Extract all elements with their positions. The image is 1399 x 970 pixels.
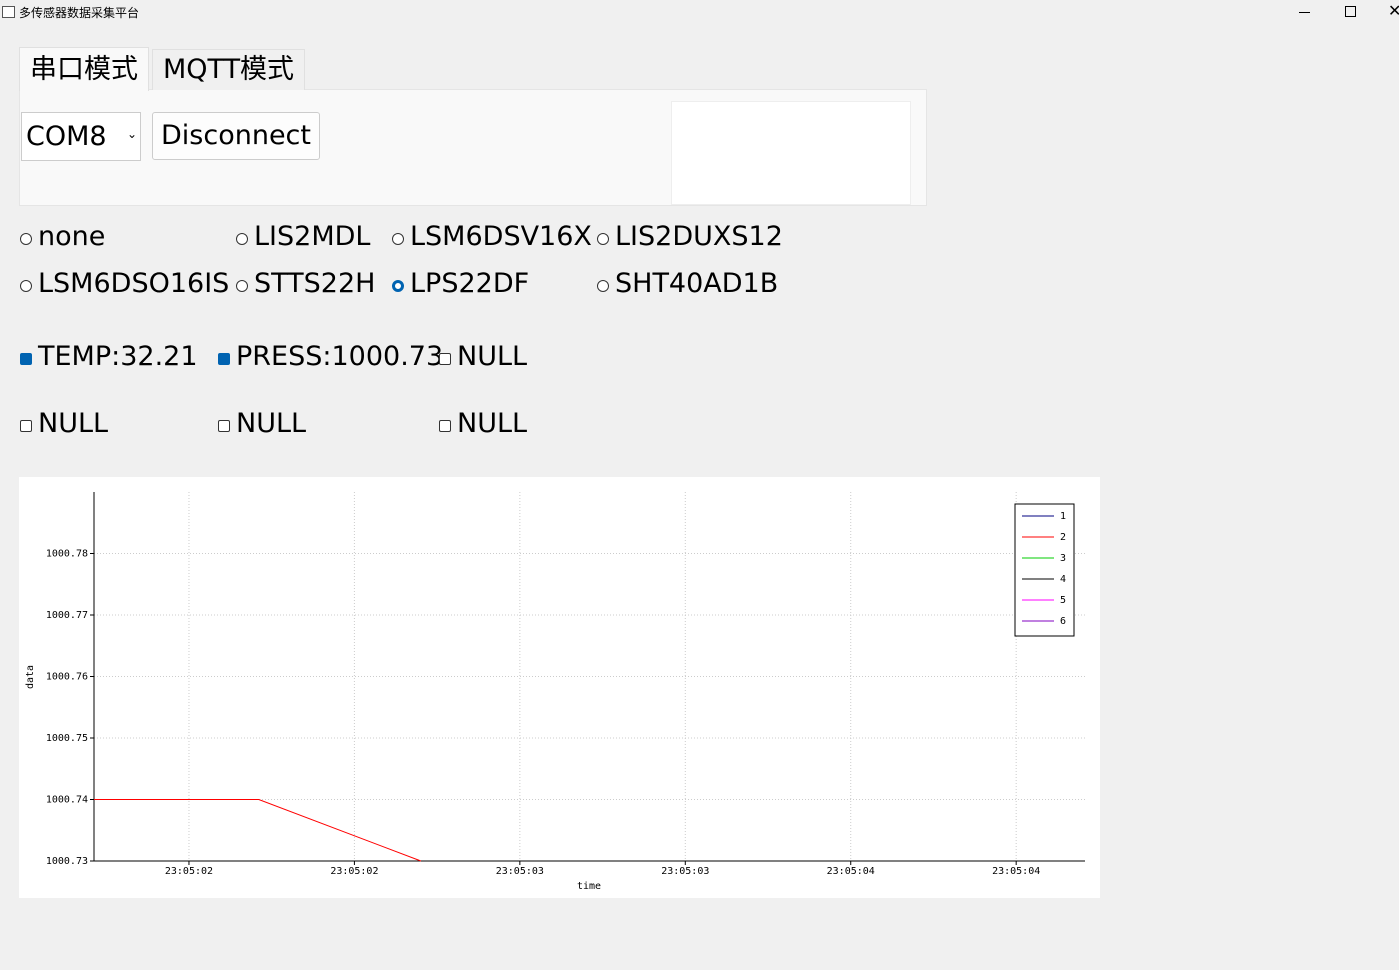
radio-button[interactable] bbox=[597, 280, 609, 292]
radio-label: STTS22H bbox=[254, 268, 376, 299]
checkbox-label: TEMP:32.21 bbox=[38, 341, 198, 372]
legend-label: 2 bbox=[1060, 532, 1066, 543]
connect-button[interactable]: Disconnect bbox=[152, 112, 320, 160]
checkbox-label: PRESS:1000.73 bbox=[236, 341, 444, 372]
tab[interactable]: 串口模式 bbox=[19, 47, 149, 91]
x-tick-label: 23:05:04 bbox=[992, 866, 1040, 877]
y-axis-label: data bbox=[25, 665, 36, 689]
radio-label: LPS22DF bbox=[410, 268, 530, 299]
status-box bbox=[671, 101, 911, 205]
checkbox-label: NULL bbox=[457, 408, 528, 439]
y-tick-label: 1000.75 bbox=[46, 733, 88, 744]
title-bar: 多传感器数据采集平台 ✕ bbox=[0, 0, 1399, 26]
checkbox[interactable] bbox=[20, 420, 32, 432]
legend-label: 4 bbox=[1060, 574, 1066, 585]
checkbox[interactable] bbox=[218, 420, 230, 432]
radio-button[interactable] bbox=[236, 280, 248, 292]
checkbox[interactable] bbox=[439, 353, 451, 365]
radio-label: LSM6DSV16X bbox=[410, 221, 592, 252]
legend-label: 6 bbox=[1060, 616, 1066, 627]
app-icon bbox=[2, 6, 15, 18]
minimize-button[interactable] bbox=[1299, 12, 1310, 13]
x-axis-label: time bbox=[577, 881, 601, 892]
legend-label: 1 bbox=[1060, 511, 1066, 522]
x-tick-label: 23:05:04 bbox=[827, 866, 875, 877]
radio-label: none bbox=[38, 221, 106, 252]
legend-label: 3 bbox=[1060, 553, 1066, 564]
radio-button[interactable] bbox=[20, 280, 32, 292]
x-tick-label: 23:05:02 bbox=[330, 866, 378, 877]
checkbox[interactable] bbox=[218, 353, 230, 365]
series-line bbox=[94, 799, 422, 862]
y-tick-label: 1000.78 bbox=[46, 549, 88, 560]
checkbox[interactable] bbox=[439, 420, 451, 432]
checkbox-label: NULL bbox=[236, 408, 307, 439]
legend-box bbox=[1014, 503, 1075, 637]
radio-button[interactable] bbox=[20, 233, 32, 245]
checkbox[interactable] bbox=[20, 353, 32, 365]
radio-label: LSM6DSO16IS bbox=[38, 268, 230, 299]
x-tick-label: 23:05:03 bbox=[496, 866, 544, 877]
port-text: COM8 bbox=[26, 121, 107, 152]
legend-label: 5 bbox=[1060, 595, 1066, 606]
y-tick-label: 1000.74 bbox=[46, 795, 88, 806]
close-button[interactable]: ✕ bbox=[1388, 1, 1399, 20]
checkbox-label: NULL bbox=[38, 408, 109, 439]
x-tick-label: 23:05:02 bbox=[165, 866, 213, 877]
y-tick-label: 1000.77 bbox=[46, 610, 88, 621]
radio-button[interactable] bbox=[392, 280, 404, 292]
port-combo[interactable]: COM8 ⌄ bbox=[21, 112, 141, 161]
radio-label: SHT40AD1B bbox=[615, 268, 779, 299]
radio-button[interactable] bbox=[236, 233, 248, 245]
tab[interactable]: MQTT模式 bbox=[152, 49, 306, 90]
window-title: 多传感器数据采集平台 bbox=[19, 6, 140, 20]
radio-button[interactable] bbox=[392, 233, 404, 245]
checkbox-label: NULL bbox=[457, 341, 528, 372]
radio-button[interactable] bbox=[597, 233, 609, 245]
combo-arrow: ⌄ bbox=[127, 127, 138, 141]
maximize-button[interactable] bbox=[1345, 6, 1356, 17]
chart: time data 1000.73 1000.74 1000.75 1000.76 10… bbox=[19, 477, 1100, 898]
radio-label: LIS2DUXS12 bbox=[615, 221, 783, 252]
radio-label: LIS2MDL bbox=[254, 221, 371, 252]
y-tick-label: 1000.73 bbox=[46, 856, 88, 867]
x-tick-label: 23:05:03 bbox=[661, 866, 709, 877]
y-tick-label: 1000.76 bbox=[46, 672, 88, 683]
